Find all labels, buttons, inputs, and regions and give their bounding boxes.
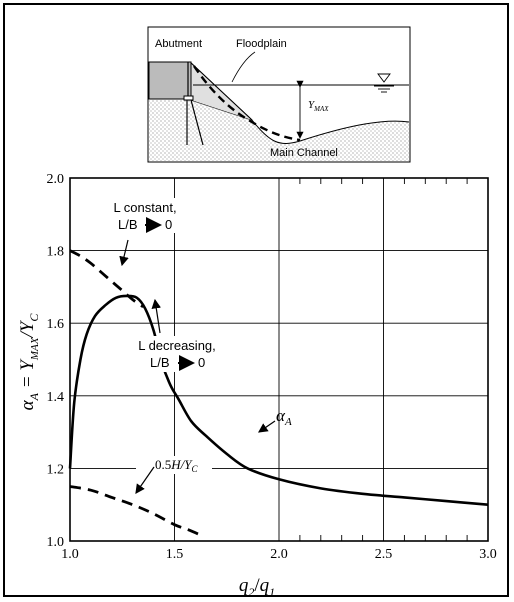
x-tick-label: 2.5 [375, 547, 393, 562]
channel-bed-line [187, 98, 410, 144]
leader-l-decreasing [151, 298, 162, 334]
svg-text:L/B: L/B [118, 217, 138, 232]
y-tick-label: 1.8 [47, 245, 65, 260]
series-line-1 [69, 249, 144, 309]
svg-text:αA: αA [276, 406, 292, 428]
label-main-channel: Main Channel [270, 147, 338, 159]
annotation-l-decreasing: L decreasing, L/B 0 [133, 298, 217, 372]
y-tick-label: 1.0 [47, 535, 65, 550]
soil-region [149, 99, 409, 161]
abutment-block [148, 61, 192, 100]
y-tick-label: 2.0 [47, 172, 65, 187]
inset-diagram: Abutment Floodplain YMAX Main Channel [147, 26, 411, 163]
y-tick-label: 1.6 [47, 317, 65, 332]
svg-text:0.5H/YC: 0.5H/YC [155, 457, 198, 474]
svg-text:L constant,: L constant, [113, 200, 176, 215]
water-level-icon [374, 73, 394, 93]
annotation-half-h: 0.5H/YC [135, 456, 212, 494]
label-ymax: YMAX [308, 99, 329, 113]
series-line-0 [68, 294, 489, 506]
y-axis-label: αA = YMAX/YC [17, 313, 41, 411]
svg-text:L decreasing,: L decreasing, [138, 338, 216, 353]
svg-text:0: 0 [165, 217, 172, 232]
series-group [68, 249, 489, 537]
leader-alpha-a [258, 420, 276, 433]
label-floodplain: Floodplain [236, 38, 287, 50]
scour-profile-dashed [193, 65, 301, 142]
annotation-l-constant: L constant, L/B 0 [103, 198, 187, 267]
chart-area: 1.0 1.5 2.0 2.5 3.0 1.0 1.2 1.4 1.6 1.8 2.0 [47, 172, 497, 562]
tick-labels: 1.0 1.5 2.0 2.5 3.0 1.0 1.2 1.4 1.6 1.8 2.0 [47, 172, 497, 562]
series-line-2 [69, 485, 203, 537]
y-tick-label: 1.2 [47, 462, 65, 477]
x-tick-label: 3.0 [479, 547, 497, 562]
annotation-alpha-a: αA [258, 406, 292, 433]
svg-text:0: 0 [198, 355, 205, 370]
floodplain-leader [231, 51, 256, 83]
label-abutment: Abutment [155, 38, 202, 50]
leader-half-h [135, 466, 155, 494]
leader-l-constant [119, 239, 129, 267]
x-tick-label: 1.0 [61, 547, 79, 562]
x-axis-label: q2/q1 [239, 575, 275, 599]
x-tick-label: 2.0 [270, 547, 288, 562]
x-tick-label: 1.5 [166, 547, 184, 562]
pile-cap [183, 95, 194, 101]
svg-text:L/B: L/B [150, 355, 170, 370]
pile-2 [190, 99, 204, 146]
y-tick-label: 1.4 [47, 390, 65, 405]
